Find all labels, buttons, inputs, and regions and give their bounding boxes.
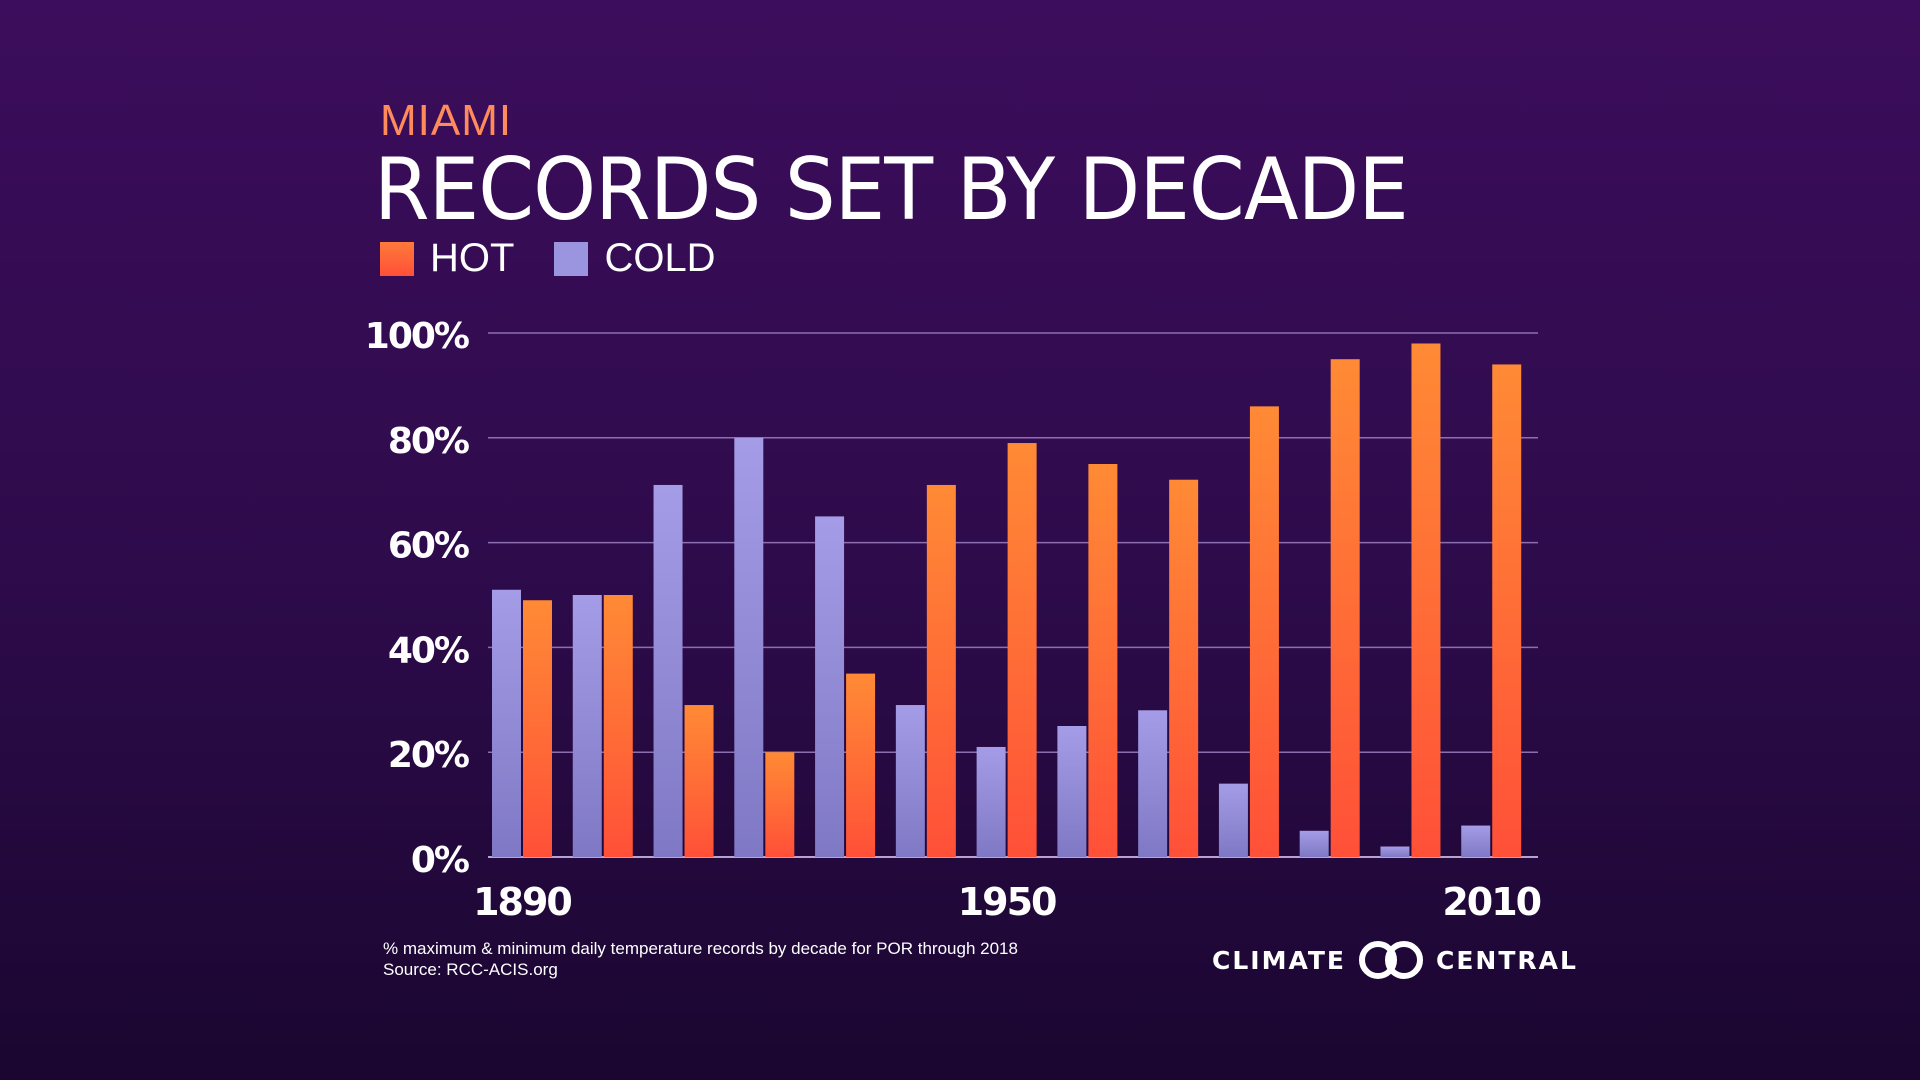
footnote-source: Source: RCC-ACIS.org xyxy=(383,960,558,979)
bar-hot-2000 xyxy=(1411,343,1441,858)
brand-text-right: CENTRAL xyxy=(1436,945,1578,975)
bar-cold-1960 xyxy=(1057,726,1087,857)
bar-hot-1950 xyxy=(1007,443,1037,857)
y-tick-label: 80% xyxy=(388,421,469,462)
brand-logo: CLIMATE CENTRAL xyxy=(1212,940,1578,980)
bar-hot-1970 xyxy=(1169,479,1199,857)
chart-title: RECORDS SET BY DECADE xyxy=(374,140,1409,240)
bar-cold-1940 xyxy=(895,705,925,857)
legend-swatch-cold xyxy=(554,241,589,276)
y-tick-label: 20% xyxy=(388,735,469,776)
bar-hot-2010 xyxy=(1492,364,1522,857)
brand-text-left: CLIMATE xyxy=(1212,945,1346,975)
legend-label-hot: HOT xyxy=(430,236,515,280)
bar-cold-2010 xyxy=(1461,825,1491,857)
bar-cold-1980 xyxy=(1218,783,1248,857)
legend-item-hot: HOT xyxy=(380,236,514,281)
interlocking-circles-icon xyxy=(1359,941,1423,979)
legend-label-cold: COLD xyxy=(604,236,716,280)
x-tick-label: 2010 xyxy=(1442,880,1540,924)
bar-hot-1930 xyxy=(846,673,876,857)
x-tick-label: 1890 xyxy=(473,880,571,924)
footnote-description: % maximum & minimum daily temperature re… xyxy=(383,939,1018,958)
bar-cold-1930 xyxy=(815,516,845,857)
bar-hot-1960 xyxy=(1088,464,1118,857)
bar-hot-1980 xyxy=(1249,406,1279,857)
footnote: % maximum & minimum daily temperature re… xyxy=(383,938,1018,980)
y-tick-label: 40% xyxy=(388,630,469,671)
bar-cold-1990 xyxy=(1299,830,1329,857)
bar-cold-1970 xyxy=(1138,710,1168,857)
bar-cold-1950 xyxy=(976,746,1006,857)
bar-hot-1910 xyxy=(684,705,714,857)
legend-swatch-hot xyxy=(380,241,414,276)
bar-hot-1990 xyxy=(1330,359,1360,857)
bar-hot-1940 xyxy=(926,484,956,857)
bar-cold-1920 xyxy=(734,437,764,857)
legend-item-cold: COLD xyxy=(554,236,716,281)
bar-cold-1910 xyxy=(653,484,683,857)
y-tick-label: 100% xyxy=(365,316,469,357)
y-tick-label: 60% xyxy=(388,526,469,567)
legend: HOT COLD xyxy=(380,236,756,281)
bar-cold-2000 xyxy=(1380,846,1410,857)
bar-cold-1900 xyxy=(572,595,602,857)
bar-hot-1920 xyxy=(765,752,795,857)
bar-hot-1890 xyxy=(523,600,552,857)
bar-hot-1900 xyxy=(603,595,633,857)
city-subtitle: MIAMI xyxy=(380,96,513,145)
x-tick-label: 1950 xyxy=(958,880,1056,924)
y-tick-label: 0% xyxy=(411,840,469,881)
bar-cold-1890 xyxy=(492,589,521,857)
